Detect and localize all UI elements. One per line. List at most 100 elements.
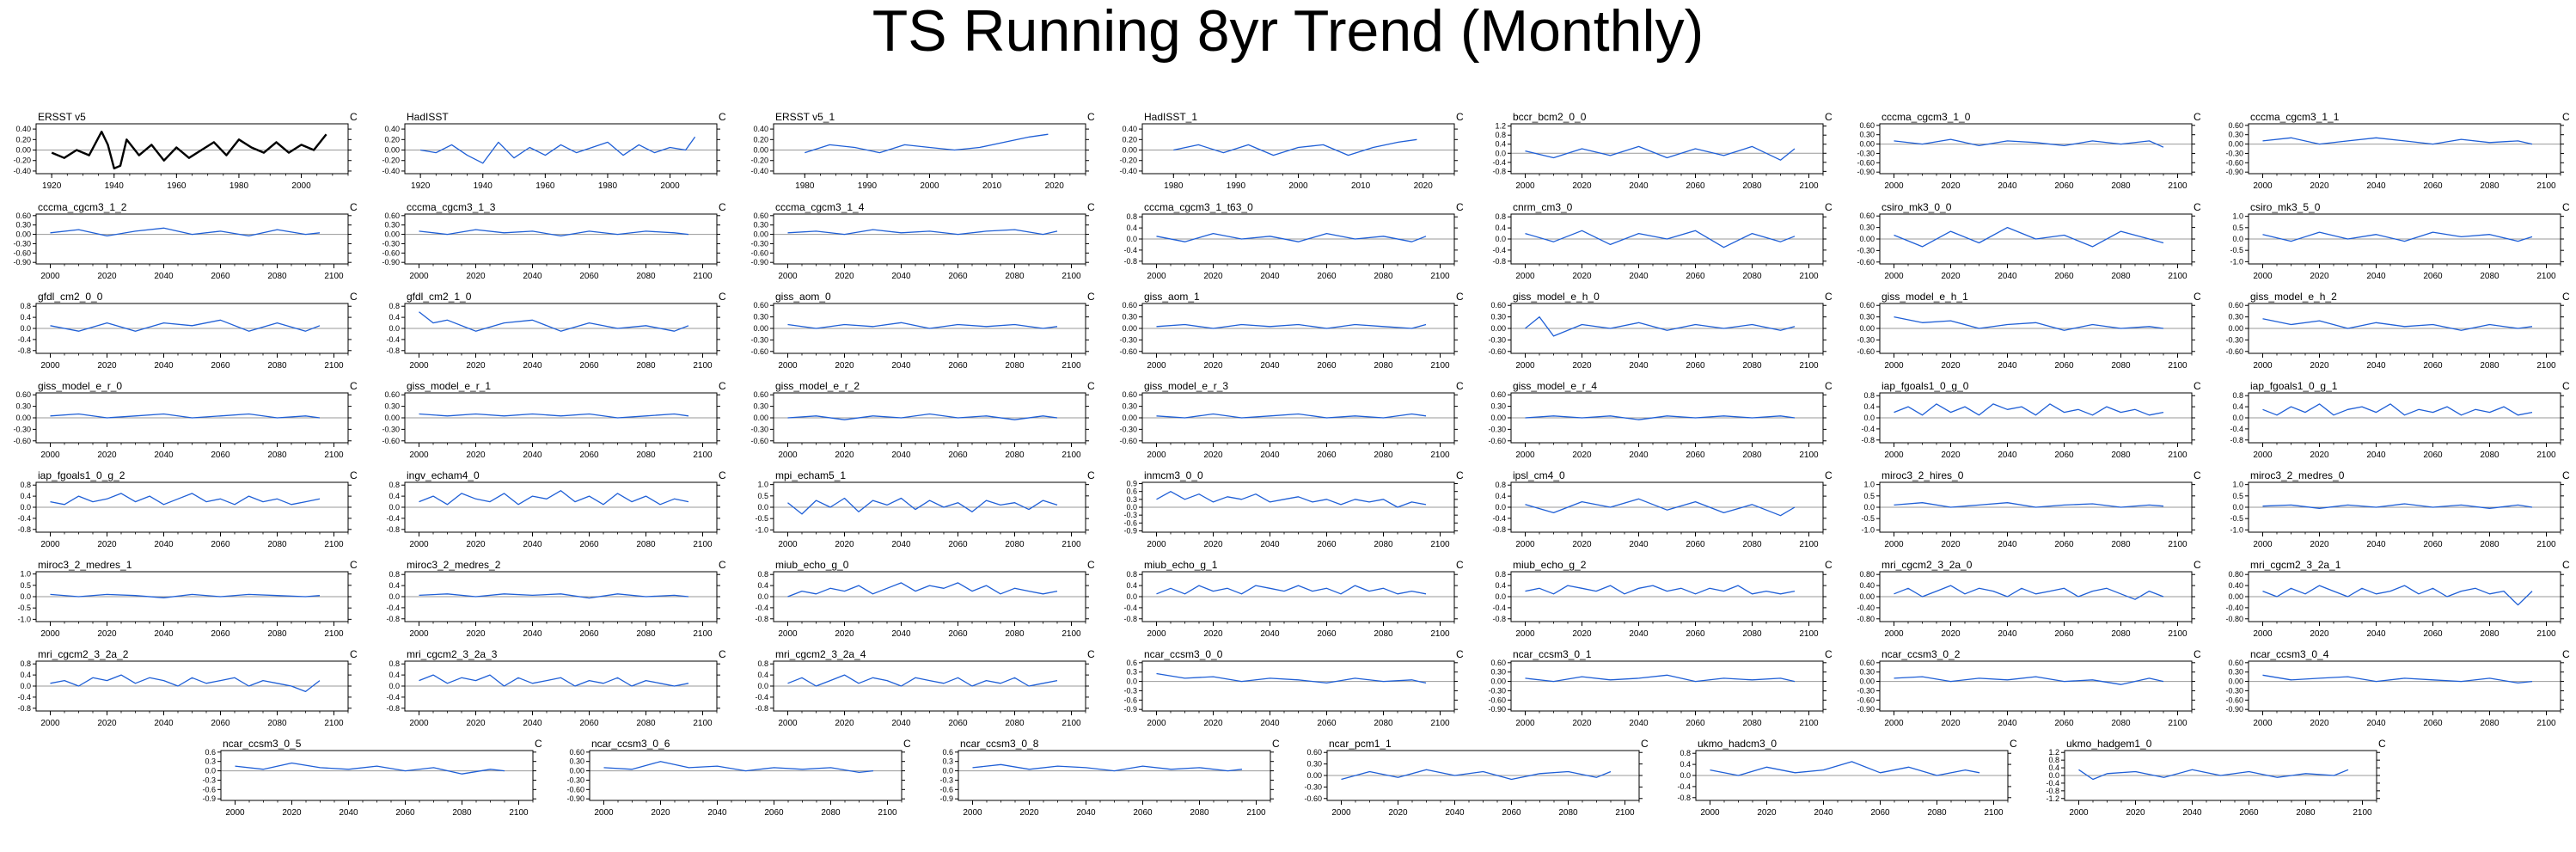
x-tick-label: 2080	[2111, 629, 2131, 639]
y-tick-label: -0.30	[750, 335, 768, 344]
series-line	[419, 413, 689, 419]
x-tick-label: 2020	[2310, 181, 2329, 191]
unit-label: C	[1456, 559, 1464, 571]
series-line	[787, 497, 1058, 515]
x-tick-label: 1990	[1227, 181, 1246, 191]
series-line	[50, 493, 321, 506]
y-tick-label: -0.20	[382, 156, 400, 165]
unit-label: C	[350, 201, 358, 213]
x-tick-label: 2040	[523, 272, 542, 281]
y-tick-label: -0.9	[1123, 526, 1137, 535]
y-tick-label: 0.00	[384, 146, 400, 155]
chart-panel: ukmo_hadgem1_0 C -1.2-0.8-0.40.00.40.81.2 2…	[2046, 738, 2386, 818]
y-tick-label: -0.8	[386, 346, 400, 355]
y-tick-label: 0.4	[20, 313, 31, 322]
unit-label: C	[719, 111, 726, 123]
x-tick-label: 2060	[1317, 719, 1337, 728]
y-tick-label: -1.0	[17, 615, 31, 623]
y-tick-label: 0.4	[389, 492, 400, 500]
chart-panel: inmcm3_0_0 C -0.9-0.6-0.30.00.30.60.9 2000 2…	[1123, 469, 1464, 549]
y-tick-label: 0.40	[753, 125, 768, 133]
x-tick-label: 2060	[211, 629, 230, 639]
y-tick-label: -0.8	[1677, 794, 1691, 802]
panel-title: cccma_cgcm3_1_3	[407, 201, 496, 213]
x-tick-label: 1980	[795, 181, 815, 191]
y-tick-label: 0.0	[942, 767, 953, 775]
x-tick-label: 2020	[1572, 629, 1592, 639]
y-tick-label: -0.4	[2230, 425, 2243, 433]
y-tick-label: 0.8	[2048, 756, 2059, 764]
x-tick-label: 2000	[409, 272, 429, 281]
x-tick-label: 2040	[154, 451, 174, 460]
x-tick-label: 2100	[1246, 808, 1266, 818]
y-tick-label: 0.60	[2228, 121, 2243, 130]
unit-label: C	[1456, 469, 1464, 481]
x-tick-label: 2020	[651, 808, 670, 818]
y-tick-label: -0.40	[2225, 604, 2243, 612]
panel-title: giss_model_e_h_2	[2250, 291, 2337, 303]
x-tick-label: 2080	[2111, 719, 2131, 728]
x-tick-label: 2000	[1331, 808, 1351, 818]
series-line	[2262, 503, 2533, 509]
y-tick-label: 0.0	[1863, 414, 1875, 422]
y-tick-label: -0.30	[1857, 149, 1875, 157]
x-tick-label: 2060	[948, 629, 968, 639]
y-tick-label: 0.60	[1859, 211, 1875, 220]
series-line	[2262, 674, 2533, 684]
y-tick-label: 0.9	[1126, 480, 1137, 488]
x-tick-label: 2040	[1260, 629, 1280, 639]
x-tick-label: 2000	[1147, 272, 1166, 281]
x-tick-label: 2020	[97, 272, 117, 281]
y-tick-label: -0.5	[755, 514, 768, 523]
series-line	[419, 136, 696, 164]
unit-label: C	[2194, 201, 2201, 213]
unit-label: C	[1456, 111, 1464, 123]
y-tick-label: -0.4	[386, 693, 400, 702]
x-tick-label: 2060	[948, 361, 968, 371]
y-tick-label: 0.5	[757, 492, 768, 500]
x-tick-label: 2000	[1147, 540, 1166, 549]
y-tick-label: -0.60	[1488, 347, 1506, 356]
x-tick-label: 2080	[1005, 540, 1025, 549]
x-tick-label: 2000	[1147, 629, 1166, 639]
unit-label: C	[719, 469, 726, 481]
chart-panel: giss_model_e_h_0 C -0.60 -0.30 0.00 0.30 0.60 2…	[1488, 291, 1833, 371]
series-line	[1894, 502, 2164, 508]
x-tick-label: 2060	[1502, 808, 1521, 818]
x-tick-label: 2000	[660, 181, 680, 191]
y-tick-label: -0.5	[1861, 514, 1875, 523]
y-tick-label: 0.40	[384, 125, 400, 133]
x-tick-label: 2020	[835, 451, 854, 460]
x-tick-label: 2020	[2310, 361, 2329, 371]
x-tick-label: 2020	[835, 361, 854, 371]
x-tick-label: 2060	[2423, 719, 2443, 728]
unit-label: C	[2562, 648, 2570, 660]
x-tick-label: 2080	[636, 361, 656, 371]
y-tick-label: 0.60	[1490, 659, 1506, 667]
x-tick-label: 2080	[1005, 629, 1025, 639]
x-tick-label: 2020	[2310, 540, 2329, 549]
y-tick-label: 0.60	[384, 211, 400, 220]
unit-label: C	[1087, 291, 1095, 303]
y-tick-label: -0.30	[382, 239, 400, 248]
chart-panel: ipsl_cm4_0 C -0.8 -0.4 0.0 0.4 0.8 2000 2020 2040…	[1492, 469, 1833, 549]
series-line	[1525, 674, 1796, 683]
x-tick-label: 2020	[1203, 272, 1223, 281]
plot-frame	[404, 123, 718, 175]
chart-panel: ingv_echam4_0 C -0.8 -0.4 0.0 0.4 0.8 2000 2020 2…	[386, 469, 726, 549]
y-tick-label: -0.90	[2225, 168, 2243, 176]
y-tick-label: 0.0	[1495, 149, 1506, 157]
chart-panel: ncar_ccsm3_0_6 C -0.90-0.60-0.300.000.300.…	[566, 738, 911, 818]
y-tick-label: 0.00	[1122, 414, 1137, 422]
x-tick-label: 2060	[1317, 361, 1337, 371]
x-tick-label: 2020	[1203, 361, 1223, 371]
x-tick-label: 2100	[1799, 719, 1819, 728]
y-tick-label: -0.60	[1488, 696, 1506, 704]
x-tick-label: 2000	[920, 181, 939, 191]
x-tick-label: 2000	[2253, 181, 2273, 191]
y-tick-label: 0.30	[2228, 668, 2243, 677]
x-tick-label: 2040	[2366, 361, 2386, 371]
x-tick-label: 2000	[2253, 629, 2273, 639]
panel-title: iap_fgoals1_0_g_2	[38, 469, 125, 481]
y-tick-label: 0.30	[753, 221, 768, 230]
